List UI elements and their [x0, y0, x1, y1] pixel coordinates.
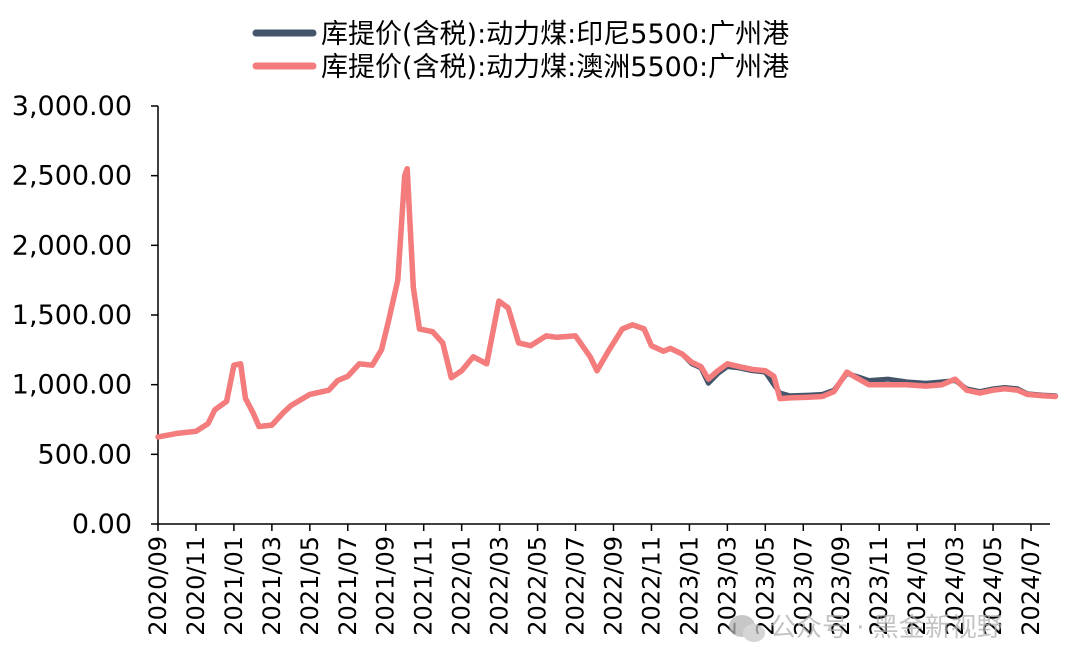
legend-label-1: 库提价(含税):动力煤:印尼5500:广州港 [321, 19, 789, 50]
x-tick-label: 2022/01 [448, 536, 476, 636]
y-axis: 0.00 500.00 1,000.00 1,500.00 2,000.00 2,500.… [12, 91, 159, 540]
x-tick-label: 2023/01 [675, 536, 703, 636]
x-tick-label: 2023/05 [751, 536, 779, 636]
y-tick-label: 1,500.00 [12, 300, 132, 331]
y-tick-label: 2,000.00 [12, 230, 132, 261]
legend-label-2: 库提价(含税):动力煤:澳洲5500:广州港 [321, 52, 789, 83]
y-tick-label: 500.00 [38, 439, 132, 470]
y-tick-label: 3,000.00 [12, 91, 132, 122]
x-tick-label: 2021/03 [258, 536, 286, 636]
x-tick-label: 2022/09 [599, 536, 627, 636]
x-tick-label: 2024/01 [903, 536, 931, 636]
y-tick-label: 2,500.00 [12, 161, 132, 192]
series-line-2 [155, 165, 1059, 440]
watermark: 公众号 · 黑金新视野 [729, 613, 1003, 643]
plot-area [155, 165, 1059, 440]
x-tick-label: 2020/11 [182, 536, 210, 636]
x-tick-label: 2024/03 [941, 536, 969, 636]
x-tick-label: 2020/09 [144, 536, 172, 636]
series-line-1 [155, 166, 1058, 440]
legend: 库提价(含税):动力煤:印尼5500:广州港库提价(含税):动力煤:澳洲5500… [252, 19, 789, 83]
x-tick-label: 2021/05 [296, 536, 324, 636]
x-tick-label: 2023/07 [789, 536, 817, 636]
x-axis: 2020/09 2020/11 2021/01 2021/03 2021/05 2021/… [144, 523, 1050, 636]
x-tick-label: 2023/09 [827, 536, 855, 636]
y-tick-label: 0.00 [72, 509, 132, 540]
x-tick-label: 2023/11 [865, 536, 893, 636]
wechat-icon [729, 615, 765, 642]
x-tick-label: 2022/03 [486, 536, 514, 636]
x-tick-label: 2021/07 [334, 536, 362, 636]
watermark-text: 公众号 · 黑金新视野 [770, 613, 1003, 643]
x-tick-label: 2022/05 [524, 536, 552, 636]
x-tick-label: 2021/09 [372, 536, 400, 636]
x-tick-label: 2022/11 [637, 536, 665, 636]
x-tick-label: 2024/07 [1017, 536, 1045, 636]
x-tick-label: 2021/01 [220, 536, 248, 636]
y-tick-label: 1,000.00 [12, 370, 132, 401]
x-tick-label: 2022/07 [562, 536, 590, 636]
x-tick-label: 2024/05 [979, 536, 1007, 636]
x-tick-label: 2021/11 [410, 536, 438, 636]
